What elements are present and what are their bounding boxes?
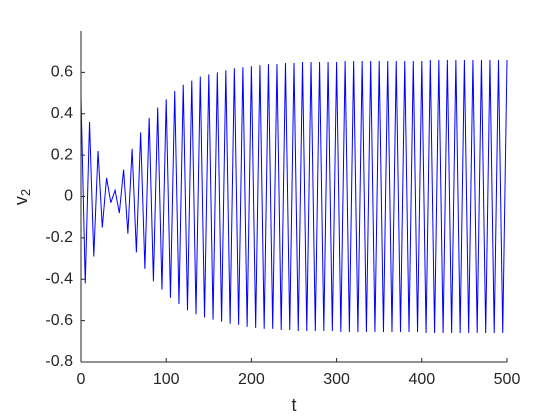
y-tick-label: 0.6 bbox=[51, 64, 73, 81]
y-tick-label: -0.2 bbox=[45, 229, 73, 246]
y-axis-label-subscript: 2 bbox=[18, 189, 33, 196]
x-tick-label: 500 bbox=[494, 371, 521, 388]
y-tick-label: 0.4 bbox=[51, 105, 73, 122]
x-tick-label: 0 bbox=[77, 371, 86, 388]
data-line bbox=[80, 59, 508, 334]
x-tick-label: 300 bbox=[323, 371, 350, 388]
x-tick-label: 200 bbox=[238, 371, 265, 388]
x-axis-label: t bbox=[291, 395, 296, 415]
y-tick-label: -0.8 bbox=[45, 353, 73, 370]
x-tick-label: 400 bbox=[408, 371, 435, 388]
y-axis-label: v2 bbox=[11, 189, 34, 205]
y-tick-label: -0.4 bbox=[45, 270, 73, 287]
y-tick-label: -0.6 bbox=[45, 312, 73, 329]
y-axis-label-main: v bbox=[11, 196, 31, 205]
y-tick-label: 0.2 bbox=[51, 146, 73, 163]
x-tick-label: 100 bbox=[153, 371, 180, 388]
y-tick-label: 0 bbox=[64, 188, 73, 205]
